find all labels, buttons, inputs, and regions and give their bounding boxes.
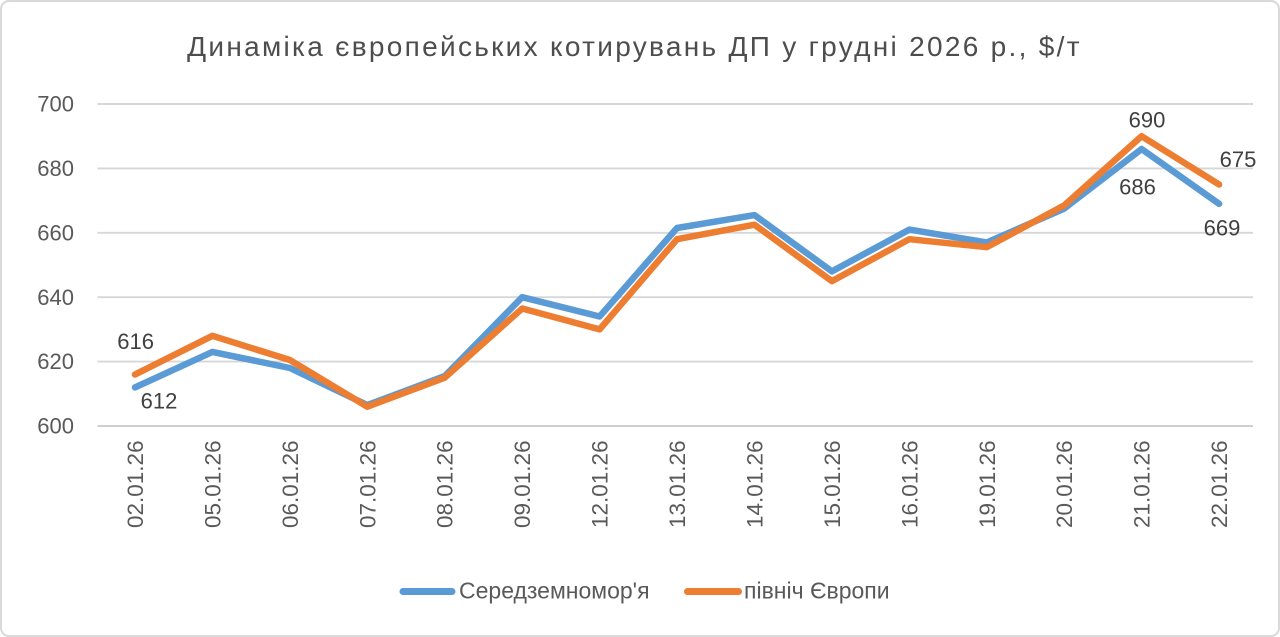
svg-text:06.01.26: 06.01.26 <box>278 440 303 528</box>
svg-text:16.01.26: 16.01.26 <box>897 440 922 528</box>
svg-text:600: 600 <box>37 414 74 439</box>
svg-text:07.01.26: 07.01.26 <box>355 440 380 528</box>
svg-text:21.01.26: 21.01.26 <box>1130 440 1155 528</box>
svg-text:північ Європи: північ Європи <box>744 578 890 604</box>
svg-text:669: 669 <box>1204 215 1241 240</box>
svg-text:20.01.26: 20.01.26 <box>1052 440 1077 528</box>
svg-text:02.01.26: 02.01.26 <box>123 440 148 528</box>
svg-text:660: 660 <box>37 220 74 245</box>
svg-text:08.01.26: 08.01.26 <box>433 440 458 528</box>
svg-text:14.01.26: 14.01.26 <box>743 440 768 528</box>
svg-text:19.01.26: 19.01.26 <box>975 440 1000 528</box>
svg-text:690: 690 <box>1129 107 1166 132</box>
svg-text:612: 612 <box>141 388 178 413</box>
svg-text:13.01.26: 13.01.26 <box>665 440 690 528</box>
svg-text:700: 700 <box>37 92 74 117</box>
svg-text:620: 620 <box>37 349 74 374</box>
svg-text:686: 686 <box>1119 174 1156 199</box>
svg-text:15.01.26: 15.01.26 <box>820 440 845 528</box>
svg-text:12.01.26: 12.01.26 <box>588 440 613 528</box>
svg-text:616: 616 <box>117 329 154 354</box>
svg-text:675: 675 <box>1220 147 1257 172</box>
svg-text:22.01.26: 22.01.26 <box>1207 440 1232 528</box>
svg-text:680: 680 <box>37 156 74 181</box>
svg-text:Динаміка європейських котирува: Динаміка європейських котирувань ДП у гр… <box>187 31 1082 62</box>
svg-text:640: 640 <box>37 285 74 310</box>
svg-text:09.01.26: 09.01.26 <box>510 440 535 528</box>
svg-text:Середземномор'я: Середземномор'я <box>459 578 650 604</box>
svg-text:05.01.26: 05.01.26 <box>200 440 225 528</box>
